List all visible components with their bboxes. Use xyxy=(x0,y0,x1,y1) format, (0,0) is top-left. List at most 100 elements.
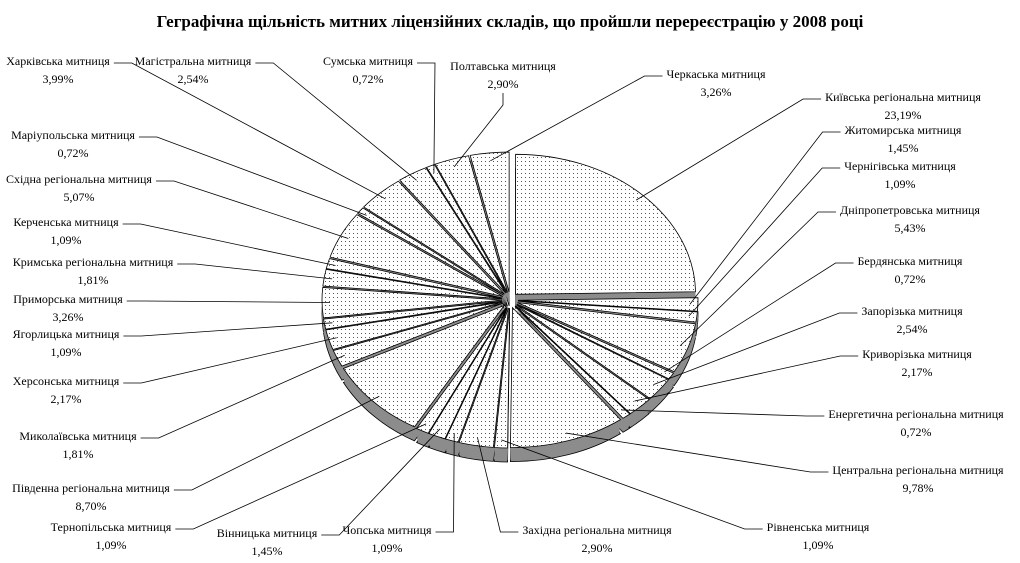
slice-label-value: 2,90% xyxy=(581,541,613,555)
pie-slice xyxy=(323,300,503,330)
slice-label-value: 1,81% xyxy=(77,273,109,287)
slice-label-value: 1,09% xyxy=(371,541,403,555)
slice-label-name: Дніпропетровська митниця xyxy=(840,203,980,217)
slice-label: Тернопільська митниця 1,09% xyxy=(51,518,172,554)
slice-label-name: Херсонська митниця xyxy=(12,374,120,388)
slice-label: Чопська митниця 1,09% xyxy=(342,521,431,557)
slice-label: Херсонська митниця 2,17% xyxy=(13,372,120,408)
pie-slice xyxy=(517,300,698,323)
slice-label-name: Приморська митниця xyxy=(13,292,123,306)
leader-line xyxy=(453,93,504,168)
leader-line xyxy=(123,322,333,337)
slice-label: Маріупольська митниця 0,72% xyxy=(11,126,135,162)
leader-line xyxy=(621,409,825,417)
slice-label-value: 0,72% xyxy=(57,146,89,160)
leader-line xyxy=(679,211,837,347)
slice-label-value: 0,72% xyxy=(900,425,932,439)
pie-slice xyxy=(363,180,505,295)
slice-label-name: Черкаська митниця xyxy=(666,67,766,81)
leader-line xyxy=(664,262,854,373)
slice-label-name: Київська регіональна митниця xyxy=(825,90,981,104)
slice-label-name: Керченська митниця xyxy=(13,215,119,229)
slice-label-name: Центральна регіональна митниця xyxy=(832,463,1004,477)
slice-label-value: 1,09% xyxy=(884,177,916,191)
pie-slice xyxy=(444,307,508,443)
leader-line xyxy=(173,395,380,491)
slice-label-value: 1,09% xyxy=(95,538,127,552)
slice-label-value: 2,54% xyxy=(896,322,928,336)
slice-label-name: Миколаївська митниця xyxy=(19,429,137,443)
leader-line xyxy=(122,223,336,266)
pie-slice xyxy=(399,167,507,294)
pie-slice xyxy=(342,304,506,428)
slice-label-value: 2,90% xyxy=(487,77,519,91)
slice-label-name: Тернопільська митниця xyxy=(50,520,172,534)
pie-slice xyxy=(458,307,509,448)
slice-label-name: Східна регіональна митниця xyxy=(6,172,152,186)
leader-line xyxy=(435,433,455,533)
slice-label: Київська регіональна митниця 23,19% xyxy=(825,88,981,124)
leader-line xyxy=(501,439,763,530)
slice-label-name: Кримська регіональна митниця xyxy=(12,255,174,269)
slice-label: Миколаївська митниця 1,81% xyxy=(19,427,136,463)
slice-label-value: 2,54% xyxy=(177,72,209,86)
slice-label-name: Криворізька митниця xyxy=(862,347,972,361)
slice-label: Приморська митниця 3,26% xyxy=(13,290,123,326)
slice-label: Чернігівська митниця 1,09% xyxy=(844,157,956,193)
slice-label: Кримська регіональна митниця 1,81% xyxy=(13,253,173,289)
slice-label-name: Чопська митниця xyxy=(342,523,432,537)
slice-label-value: 3,26% xyxy=(52,310,84,324)
pie-slice xyxy=(514,305,631,419)
slice-label: Східна регіональна митниця 5,07% xyxy=(6,170,152,206)
slice-label: Житомирська митниця 1,45% xyxy=(845,121,962,157)
slice-label-value: 1,09% xyxy=(50,233,82,247)
slice-label-name: Запорізька митниця xyxy=(861,304,963,318)
slice-label-name: Бердянська митниця xyxy=(857,254,963,268)
leader-line xyxy=(113,62,386,200)
slice-label: Харківська митниця 3,99% xyxy=(6,52,110,88)
leader-line xyxy=(177,263,333,280)
slice-label: Дніпропетровська митниця 5,43% xyxy=(840,201,980,237)
pie-slice xyxy=(494,307,511,449)
pie-slice xyxy=(425,164,507,293)
leader-line xyxy=(138,136,367,216)
slice-label-value: 9,78% xyxy=(902,481,934,495)
slice-label: Керченська митниця 1,09% xyxy=(13,213,118,249)
leader-line xyxy=(689,131,841,305)
chart-title: Геграфічна щільність митних ліцензійних … xyxy=(156,12,864,31)
leader-line xyxy=(416,62,436,174)
slice-label-value: 1,09% xyxy=(50,345,82,359)
leader-line xyxy=(565,432,829,473)
leader-line xyxy=(175,423,427,530)
leader-line xyxy=(653,312,858,385)
pie-slice xyxy=(434,155,508,293)
pie-slice xyxy=(356,207,504,296)
leader-line xyxy=(255,62,417,181)
slice-label: Черкаська митниця 3,26% xyxy=(667,65,766,101)
slice-label-name: Західна регіональна митниця xyxy=(522,523,672,537)
slice-label-name: Ягорлицька митниця xyxy=(12,327,120,341)
leader-line xyxy=(688,167,841,317)
slice-label-value: 5,43% xyxy=(894,221,926,235)
slice-label: Бердянська митниця 0,72% xyxy=(858,252,963,288)
slice-label-name: Чернігівська митниця xyxy=(844,159,956,173)
slice-label-value: 3,26% xyxy=(700,85,732,99)
slice-label-name: Сумська митниця xyxy=(323,54,413,68)
pie-slice xyxy=(515,305,650,415)
slice-label-name: Магістральна митниця xyxy=(134,54,252,68)
slice-label-name: Маріупольська митниця xyxy=(11,128,135,142)
slice-label-value: 1,81% xyxy=(62,447,94,461)
slice-label: Рівненська митниця 1,09% xyxy=(767,518,870,554)
pie-slice xyxy=(428,307,508,440)
pie-slice xyxy=(515,153,696,295)
pie-slice xyxy=(469,151,510,293)
slice-label-name: Південна регіональна митниця xyxy=(12,481,170,495)
pie-slice xyxy=(516,304,670,400)
slice-label: Вінницька митниця 1,45% xyxy=(217,524,318,560)
slice-label: Криворізька митниця 2,17% xyxy=(862,345,972,381)
pie-slice xyxy=(329,214,504,297)
slice-label-value: 3,99% xyxy=(42,72,74,86)
slice-label-name: Харківська митниця xyxy=(6,54,110,68)
pie-slice xyxy=(517,302,696,373)
